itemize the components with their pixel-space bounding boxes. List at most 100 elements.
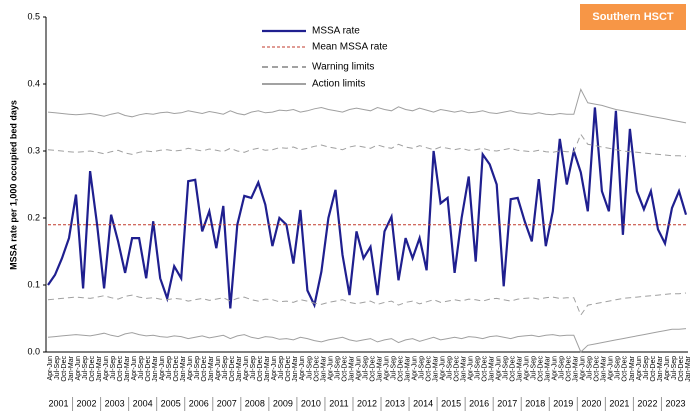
x-tick-label: Jul-Sep [671, 356, 678, 380]
x-tick-label: Oct-Dec [482, 356, 489, 382]
x-tick-label: Jul-Sep [559, 356, 566, 380]
x-tick-label: Jan-Mar [685, 355, 690, 381]
year-label: 2018 [525, 398, 545, 408]
legend-label: Action limits [312, 79, 365, 90]
x-tick-label: Oct-Dec [89, 356, 96, 382]
x-tick-label: Jul-Sep [306, 356, 313, 380]
x-tick-label: Apr-Jun [439, 356, 446, 381]
chart-title: Southern HSCT [592, 11, 674, 23]
x-tick-label: Apr-Jun [468, 356, 475, 381]
x-tick-label: Oct-Dec [678, 356, 685, 382]
x-tick-label: Jul-Sep [166, 356, 173, 380]
x-tick-label: Jan-Mar [573, 355, 580, 381]
y-tick-label: 0.5 [27, 11, 40, 21]
year-label: 2010 [301, 398, 321, 408]
y-tick-label: 0.1 [27, 279, 40, 289]
year-label: 2023 [665, 398, 685, 408]
x-tick-label: Jul-Sep [643, 356, 650, 380]
x-tick-label: Apr-Jun [580, 356, 587, 381]
year-label: 2011 [329, 398, 348, 408]
x-tick-label: Apr-Jun [75, 356, 82, 381]
x-tick-label: Jan-Mar [545, 355, 552, 381]
x-tick-label: Jan-Mar [601, 355, 608, 381]
x-tick-label: Apr-Jun [47, 356, 54, 381]
x-tick-label: Jan-Mar [404, 355, 411, 381]
year-label: 2005 [161, 398, 181, 408]
x-tick-label: Jan-Mar [264, 355, 271, 381]
x-tick-label: Apr-Jun [524, 356, 531, 381]
x-tick-label: Jan-Mar [68, 355, 75, 381]
x-tick-label: Jan-Mar [180, 355, 187, 381]
x-tick-label: Apr-Jun [271, 356, 278, 381]
x-tick-label: Jul-Sep [615, 356, 622, 380]
x-tick-label: Jul-Sep [334, 356, 341, 380]
year-label: 2003 [105, 398, 125, 408]
year-label: 2004 [133, 398, 153, 408]
x-tick-label: Oct-Dec [173, 356, 180, 382]
x-tick-label: Jul-Sep [362, 356, 369, 380]
x-tick-label: Jul-Sep [503, 356, 510, 380]
year-label: 2002 [77, 398, 97, 408]
x-tick-label: Jul-Sep [138, 356, 145, 380]
x-tick-label: Jan-Mar [124, 355, 131, 381]
x-tick-label: Apr-Jun [243, 356, 250, 381]
upper-limit-line [47, 88, 687, 124]
title-box [580, 4, 686, 30]
x-tick-label: Jul-Sep [250, 356, 257, 380]
year-label: 2021 [609, 398, 629, 408]
year-label: 2022 [637, 398, 657, 408]
x-tick-label: Oct-Dec [145, 356, 152, 382]
x-tick-label: Oct-Dec [201, 356, 208, 382]
year-label: 2016 [469, 398, 489, 408]
year-label: 2015 [441, 398, 461, 408]
x-tick-label: Jul-Sep [194, 356, 201, 380]
x-tick-label: Oct-Dec [594, 356, 601, 382]
year-label: 2006 [189, 398, 209, 408]
legend-label: MSSA rate [312, 26, 360, 37]
x-tick-label: Apr-Jun [496, 356, 503, 381]
y-tick-label: 0.4 [27, 78, 40, 88]
year-label: 2009 [273, 398, 293, 408]
x-tick-label: Jan-Mar [657, 355, 664, 381]
x-tick-label: Apr-Jun [187, 356, 194, 381]
year-label: 2008 [245, 398, 265, 408]
x-tick-label: Jul-Sep [418, 356, 425, 380]
x-tick-label: Oct-Dec [285, 356, 292, 382]
x-tick-label: Apr-Jun [552, 356, 559, 381]
x-tick-label: Oct-Dec [397, 356, 404, 382]
x-tick-label: Oct-Dec [257, 356, 264, 382]
y-tick-label: 0.0 [27, 346, 40, 356]
year-label: 2014 [413, 398, 433, 408]
x-tick-label: Oct-Dec [650, 356, 657, 382]
x-tick-label: Oct-Dec [510, 356, 517, 382]
x-tick-label: Oct-Dec [369, 356, 376, 382]
x-tick-label: Jan-Mar [460, 355, 467, 381]
x-tick-label: Jan-Mar [376, 355, 383, 381]
x-tick-label: Jan-Mar [517, 355, 524, 381]
x-tick-label: Apr-Jun [383, 356, 390, 381]
x-tick-label: Jan-Mar [320, 355, 327, 381]
x-tick-label: Oct-Dec [425, 356, 432, 382]
x-tick-label: Oct-Dec [61, 356, 68, 382]
x-tick-label: Oct-Dec [313, 356, 320, 382]
x-tick-label: Apr-Jun [664, 356, 671, 381]
x-tick-label: Jan-Mar [96, 355, 103, 381]
x-tick-label: Apr-Jun [355, 356, 362, 381]
x-tick-label: Oct-Dec [117, 356, 124, 382]
mssa-line [47, 107, 688, 309]
year-label: 2007 [217, 398, 237, 408]
year-label: 2019 [553, 398, 573, 408]
legend-label: Warning limits [312, 62, 374, 73]
year-label: 2017 [497, 398, 517, 408]
x-tick-label: Jul-Sep [531, 356, 538, 380]
y-tick-label: 0.2 [27, 212, 40, 222]
year-label: 2012 [357, 398, 377, 408]
x-tick-label: Jul-Sep [278, 356, 285, 380]
x-tick-label: Jan-Mar [152, 355, 159, 381]
year-label: 2001 [49, 398, 69, 408]
y-axis-title: MSSA rate per 1,000 occupied bed days [8, 100, 18, 270]
year-label: 2013 [385, 398, 405, 408]
x-tick-label: Jan-Mar [292, 355, 299, 381]
